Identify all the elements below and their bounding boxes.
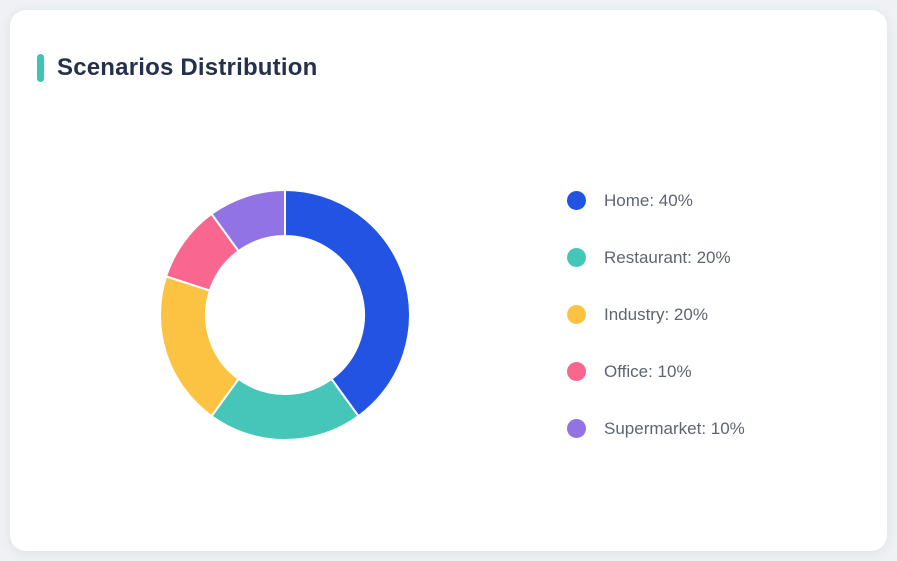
donut-slice-restaurant[interactable] — [210, 377, 360, 441]
legend-dot-industry — [567, 305, 586, 324]
legend-item-home[interactable]: Home: 40% — [567, 191, 745, 210]
donut-slice-industry[interactable] — [159, 275, 240, 418]
legend-label-restaurant: Restaurant: 20% — [604, 247, 731, 267]
donut-chart — [155, 185, 415, 445]
page-title: Scenarios Distribution — [57, 54, 318, 81]
legend-item-supermarket[interactable]: Supermarket: 10% — [567, 419, 745, 438]
legend-item-industry[interactable]: Industry: 20% — [567, 305, 745, 324]
legend-dot-home — [567, 191, 586, 210]
legend-label-supermarket: Supermarket: 10% — [604, 418, 745, 438]
donut-slice-home[interactable] — [284, 189, 411, 418]
donut-chart-svg — [159, 189, 411, 441]
legend-item-office[interactable]: Office: 10% — [567, 362, 745, 381]
scenarios-distribution-card: Scenarios Distribution Home: 40% Restaur… — [10, 10, 887, 551]
legend-dot-supermarket — [567, 419, 586, 438]
card-header: Scenarios Distribution — [37, 54, 317, 82]
legend-label-home: Home: 40% — [604, 190, 693, 210]
legend-label-industry: Industry: 20% — [604, 304, 708, 324]
chart-legend: Home: 40% Restaurant: 20% Industry: 20% … — [567, 191, 745, 476]
title-accent-bar — [37, 54, 44, 82]
legend-label-office: Office: 10% — [604, 361, 692, 381]
legend-dot-restaurant — [567, 248, 586, 267]
donut-slice-supermarket[interactable] — [210, 189, 286, 253]
legend-dot-office — [567, 362, 586, 381]
legend-item-restaurant[interactable]: Restaurant: 20% — [567, 248, 745, 267]
